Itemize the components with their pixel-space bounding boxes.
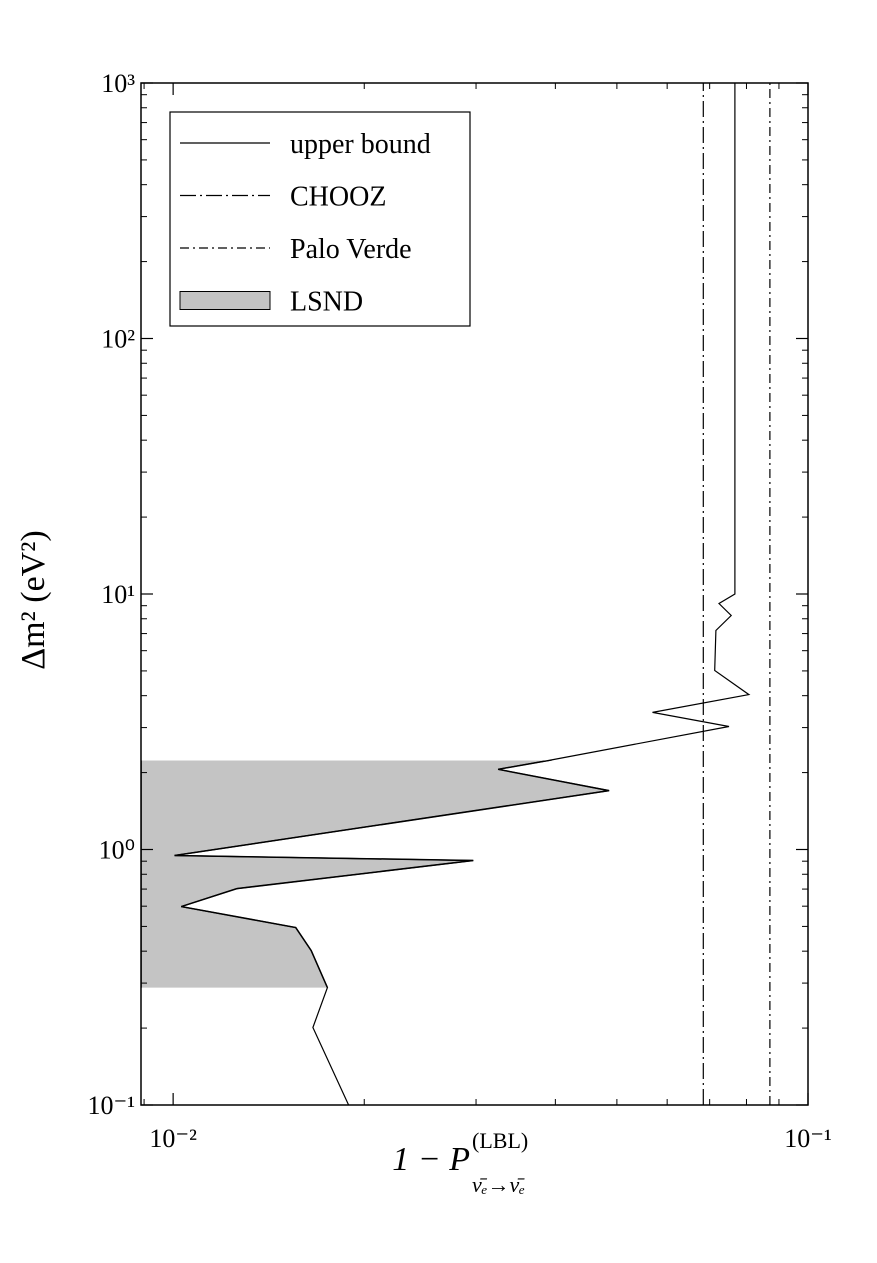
legend-label: Palo Verde [290, 234, 412, 265]
legend-box [169, 111, 471, 327]
x-axis-label: 1 − P [392, 1141, 470, 1178]
x-axis-label-superscript: (LBL) [472, 1128, 528, 1153]
y-tick-label: 10³ [101, 69, 135, 98]
x-axis-label-subscript: ν̄ₑ→ν̄ₑ [472, 1172, 525, 1197]
x-tick-label: 10⁻² [149, 1124, 197, 1153]
legend-swatch [179, 291, 271, 310]
legend-label: CHOOZ [290, 182, 386, 213]
y-tick-label: 10⁰ [99, 836, 135, 865]
series-line [174, 83, 751, 1106]
legend-label: upper bound [290, 129, 431, 160]
x-tick-label: 10⁻¹ [784, 1124, 832, 1153]
y-tick-label: 10¹ [101, 580, 135, 609]
legend-label: LSND [290, 287, 363, 318]
y-axis-label: Δm² (eV²) [15, 530, 52, 670]
y-tick-label: 10⁻¹ [87, 1091, 135, 1120]
y-tick-label: 10² [101, 325, 135, 354]
